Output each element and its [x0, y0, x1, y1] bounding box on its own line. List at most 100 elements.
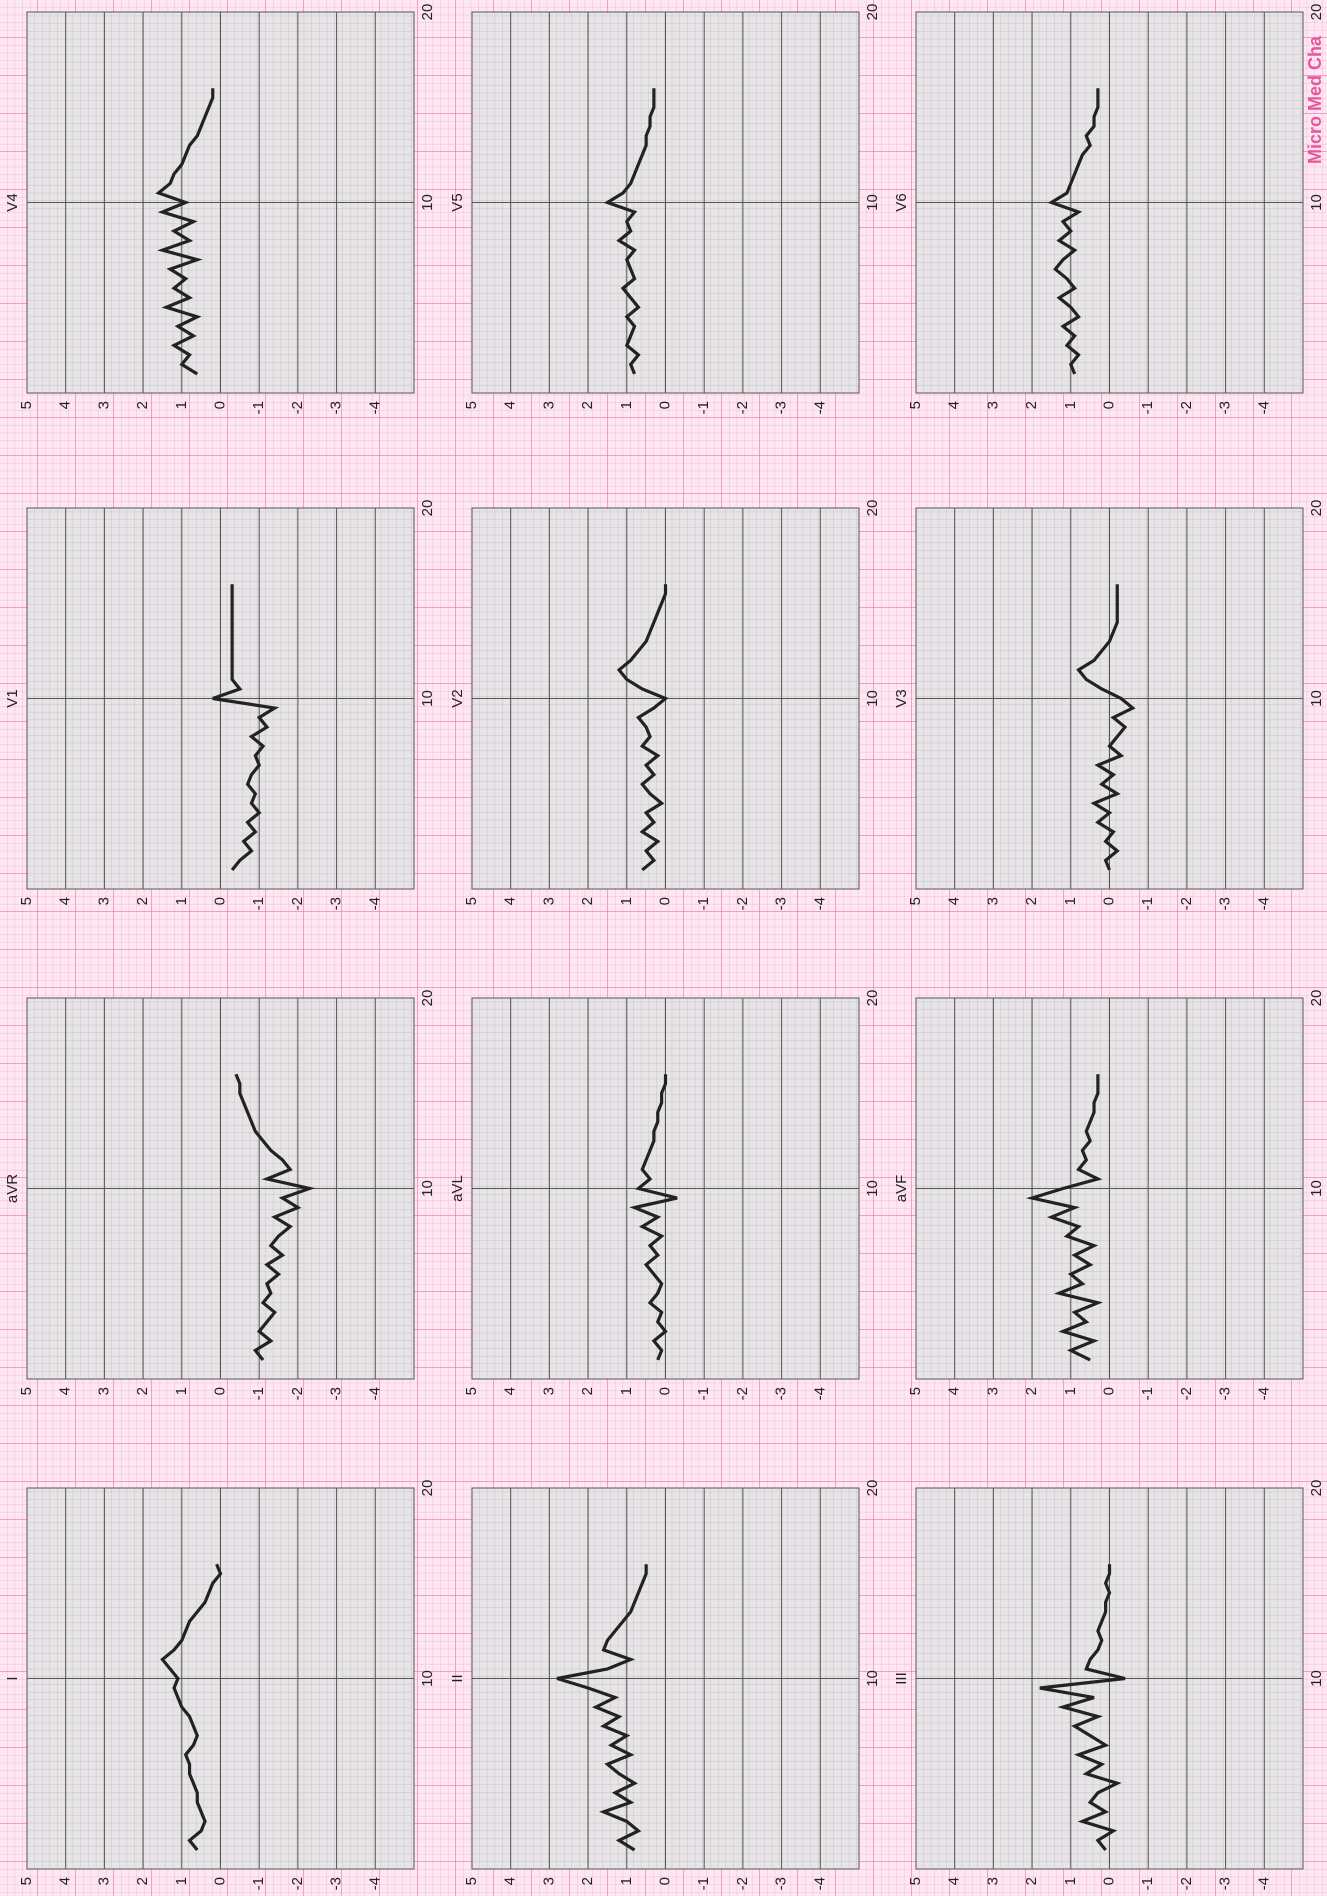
y-tick-label: -3 [1217, 1877, 1234, 1890]
y-tick-label: -4 [366, 1877, 383, 1890]
y-tick-label: -2 [289, 1387, 306, 1400]
chart-title: V2 [449, 689, 466, 707]
x-tick-label: 10 [1308, 690, 1325, 707]
y-tick-label: -4 [1255, 897, 1272, 910]
y-tick-label: 2 [1023, 1387, 1040, 1395]
y-tick-label: 0 [656, 1877, 673, 1885]
y-tick-label: 3 [95, 897, 112, 905]
x-tick-label: 10 [419, 690, 436, 707]
ecg-trace [160, 1563, 223, 1851]
y-tick-label: -1 [250, 401, 267, 414]
y-tick-label: -3 [328, 1387, 345, 1400]
y-tick-label: 0 [211, 1387, 228, 1395]
chart-title: V3 [893, 689, 910, 707]
x-tick-label: 20 [1308, 990, 1325, 1007]
y-tick-label: -4 [811, 1387, 828, 1400]
y-tick-label: -3 [1217, 401, 1234, 414]
y-tick-label: 4 [57, 1877, 74, 1885]
y-tick-label: -2 [289, 401, 306, 414]
x-tick-label: 10 [1308, 1180, 1325, 1197]
y-tick-label: 4 [57, 897, 74, 905]
y-tick-label: 4 [946, 1387, 963, 1395]
y-tick-label: 5 [18, 897, 35, 905]
x-tick-label: 10 [1308, 1670, 1325, 1687]
ecg-trace [556, 1564, 648, 1852]
y-tick-label: 3 [95, 401, 112, 409]
y-tick-label: 0 [1100, 1877, 1117, 1885]
y-tick-label: -2 [734, 401, 751, 414]
y-tick-label: 1 [173, 1877, 190, 1885]
y-tick-label: 5 [907, 1387, 924, 1395]
x-tick-label: 20 [419, 990, 436, 1007]
y-tick-label: 2 [1023, 897, 1040, 905]
y-tick-label: 1 [1062, 401, 1079, 409]
y-tick-label: 3 [540, 401, 557, 409]
y-tick-label: 3 [984, 1877, 1001, 1885]
y-tick-label: 3 [984, 401, 1001, 409]
y-tick-label: 5 [18, 1387, 35, 1395]
chart-title: aVL [449, 1175, 466, 1202]
y-tick-label: 1 [618, 1877, 635, 1885]
y-tick-label: -1 [695, 897, 712, 910]
brand: Micro Med Cha [1305, 35, 1325, 164]
y-tick-label: -1 [1139, 1877, 1156, 1890]
y-tick-label: -2 [734, 1877, 751, 1890]
y-tick-label: 0 [656, 1387, 673, 1395]
y-tick-label: 3 [95, 1877, 112, 1885]
ecg-trace [212, 584, 280, 871]
ecg-trace [629, 1074, 678, 1361]
x-tick-label: 20 [1308, 4, 1325, 21]
y-tick-label: -4 [1255, 1877, 1272, 1890]
y-tick-label: 5 [463, 1387, 480, 1395]
y-tick-label: 2 [134, 897, 151, 905]
y-tick-label: 4 [946, 1877, 963, 1885]
y-tick-label: -1 [695, 1387, 712, 1400]
y-tick-label: 5 [907, 401, 924, 409]
y-tick-label: -3 [773, 1387, 790, 1400]
y-tick-label: -2 [1178, 1877, 1195, 1890]
chart-title: V1 [4, 689, 21, 707]
ecg-trace [603, 88, 656, 375]
y-tick-label: 1 [618, 897, 635, 905]
y-tick-label: -3 [1217, 1387, 1234, 1400]
y-tick-label: -1 [695, 1877, 712, 1890]
y-tick-label: 0 [656, 401, 673, 409]
y-tick-label: 1 [173, 897, 190, 905]
y-tick-label: 2 [134, 1877, 151, 1885]
y-tick-label: -4 [366, 401, 383, 414]
x-tick-label: 10 [419, 1180, 436, 1197]
y-tick-label: 4 [502, 401, 519, 409]
y-tick-label: 0 [1100, 401, 1117, 409]
y-tick-label: 3 [984, 1387, 1001, 1395]
y-tick-label: 0 [656, 897, 673, 905]
y-tick-label: 1 [173, 1387, 190, 1395]
y-tick-label: 3 [540, 1387, 557, 1395]
y-tick-label: 4 [502, 1877, 519, 1885]
ecg-trace [1076, 584, 1136, 871]
y-tick-label: 3 [540, 1877, 557, 1885]
x-tick-label: 10 [419, 1670, 436, 1687]
x-tick-label: 10 [1308, 194, 1325, 211]
y-tick-label: 4 [57, 401, 74, 409]
ecg-trace [234, 1073, 316, 1361]
y-tick-label: 2 [134, 401, 151, 409]
y-tick-label: 3 [984, 897, 1001, 905]
x-tick-label: 20 [419, 1480, 436, 1497]
ecg-trace [616, 584, 669, 872]
y-tick-label: 5 [463, 897, 480, 905]
y-tick-label: -4 [811, 401, 828, 414]
y-tick-label: -2 [289, 897, 306, 910]
x-tick-label: 10 [864, 194, 881, 211]
y-tick-label: 5 [907, 1877, 924, 1885]
y-tick-label: 4 [946, 897, 963, 905]
x-tick-label: 20 [864, 1480, 881, 1497]
x-tick-label: 20 [419, 500, 436, 517]
y-tick-label: -3 [328, 1877, 345, 1890]
y-tick-label: -3 [328, 401, 345, 414]
